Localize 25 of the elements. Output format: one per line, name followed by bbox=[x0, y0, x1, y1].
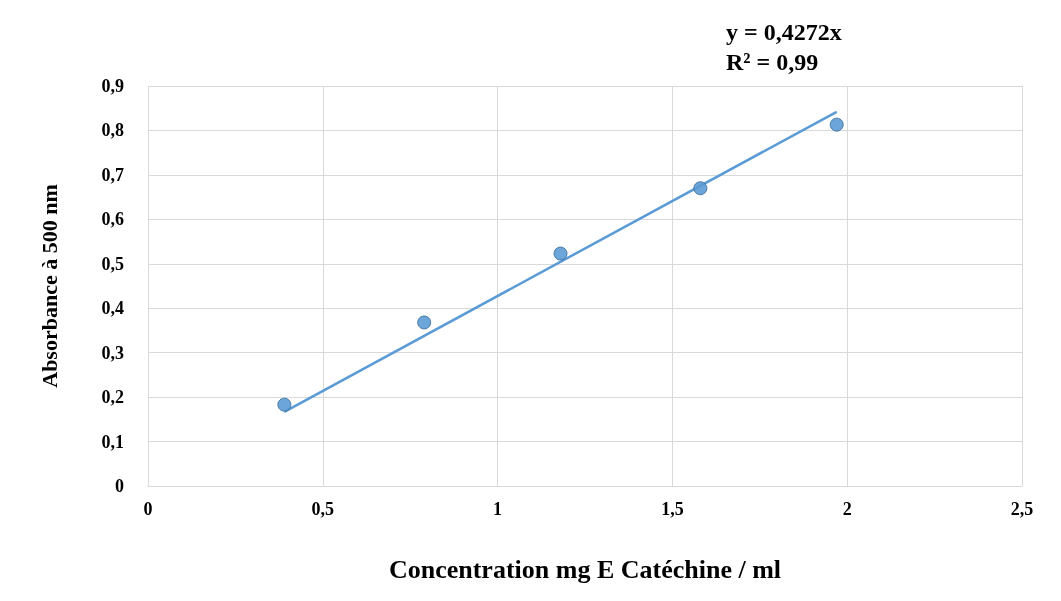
point bbox=[693, 181, 708, 196]
x-axis-title: Concentration mg E Catéchine / ml bbox=[388, 554, 782, 584]
y-axis-title: Absorbance à 500 nm bbox=[36, 184, 62, 388]
y-tick-label: 0,1 bbox=[101, 431, 124, 452]
text: R² = 0,99 bbox=[726, 49, 819, 75]
y-tick-label: 0,8 bbox=[101, 120, 124, 141]
y-tick-label: 0,2 bbox=[101, 387, 124, 408]
point bbox=[553, 246, 568, 261]
x-tick-label: 2,5 bbox=[1010, 499, 1034, 519]
y-tick-label: 0,9 bbox=[101, 76, 124, 96]
y-tick-label: 0 bbox=[115, 476, 124, 496]
y-tick-label: 0,5 bbox=[101, 253, 124, 274]
point bbox=[277, 397, 292, 412]
x-tick-label: 1,5 bbox=[661, 499, 684, 519]
x-tick-label: 1 bbox=[493, 499, 503, 519]
text: y = 0,4272x bbox=[726, 19, 842, 45]
x-tick-label: 0 bbox=[143, 499, 153, 519]
y-tick-label: 0,7 bbox=[101, 164, 124, 185]
y-tick-label: 0,3 bbox=[101, 342, 124, 363]
point bbox=[417, 315, 432, 330]
x-tick-label: 0,5 bbox=[311, 499, 335, 519]
point bbox=[829, 117, 844, 132]
x-tick-label: 2 bbox=[842, 499, 852, 519]
y-tick-label: 0,4 bbox=[101, 298, 124, 319]
y-tick-label: 0,6 bbox=[101, 209, 124, 230]
